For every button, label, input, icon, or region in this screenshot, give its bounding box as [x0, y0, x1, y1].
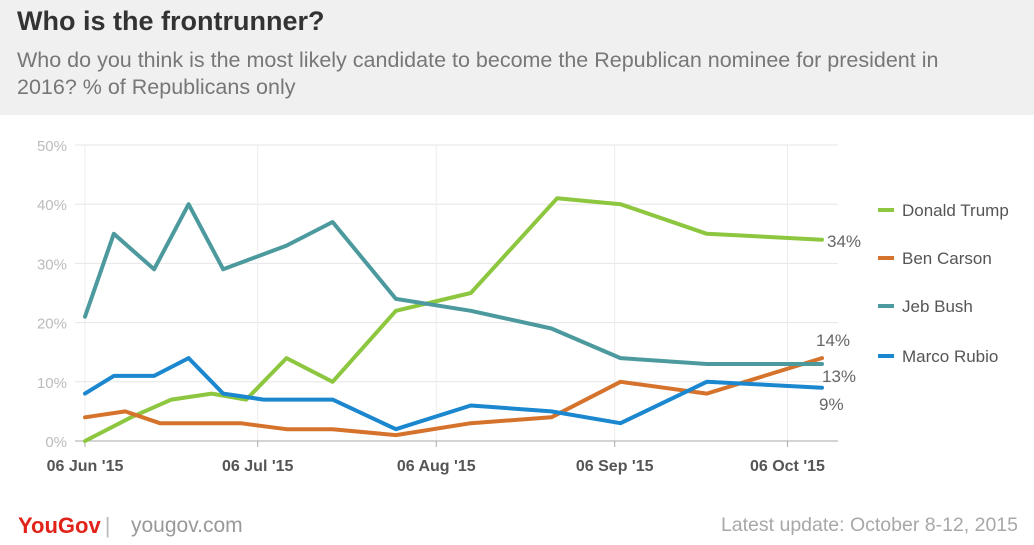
yougov-logo: YouGov |	[18, 513, 116, 539]
x-tick-label: 06 Sep '15	[576, 458, 654, 475]
y-tick-label: 10%	[37, 375, 67, 392]
legend-label-donald-trump: Donald Trump	[902, 201, 1009, 220]
end-label-ben-carson: 14%	[816, 331, 850, 350]
chart-header: Who is the frontrunner? Who do you think…	[0, 0, 1034, 115]
series-line-ben-carson	[83, 356, 824, 438]
end-label-donald-trump: 34%	[827, 232, 861, 251]
x-tick-label: 06 Jul '15	[222, 458, 294, 475]
end-label-jeb-bush: 13%	[822, 367, 856, 386]
y-tick-label: 30%	[37, 256, 67, 273]
x-tick-label: 06 Jun '15	[47, 458, 124, 475]
legend-label-marco-rubio: Marco Rubio	[902, 347, 998, 366]
logo-separator: |	[104, 513, 111, 538]
chart-subtitle: Who do you think is the most likely cand…	[17, 48, 939, 99]
legend-label-ben-carson: Ben Carson	[902, 249, 992, 268]
update-note: Latest update: October 8-12, 2015	[720, 514, 1018, 536]
y-tick-label: 50%	[37, 138, 67, 155]
y-tick-label: 0%	[45, 434, 67, 451]
y-tick-label: 40%	[37, 197, 67, 214]
legend-label-jeb-bush: Jeb Bush	[902, 297, 973, 316]
y-tick-label: 20%	[37, 316, 67, 333]
series-line-marco-rubio	[83, 356, 824, 432]
logo-text: YouGov	[18, 513, 101, 538]
site-link[interactable]: yougov.com	[131, 514, 243, 537]
series-line-donald-trump	[83, 196, 824, 443]
series-line-jeb-bush	[83, 202, 824, 366]
x-tick-label: 06 Oct '15	[750, 458, 825, 475]
x-tick-label: 06 Aug '15	[397, 458, 476, 475]
end-label-marco-rubio: 9%	[819, 395, 844, 414]
chart-title: Who is the frontrunner?	[17, 6, 325, 36]
